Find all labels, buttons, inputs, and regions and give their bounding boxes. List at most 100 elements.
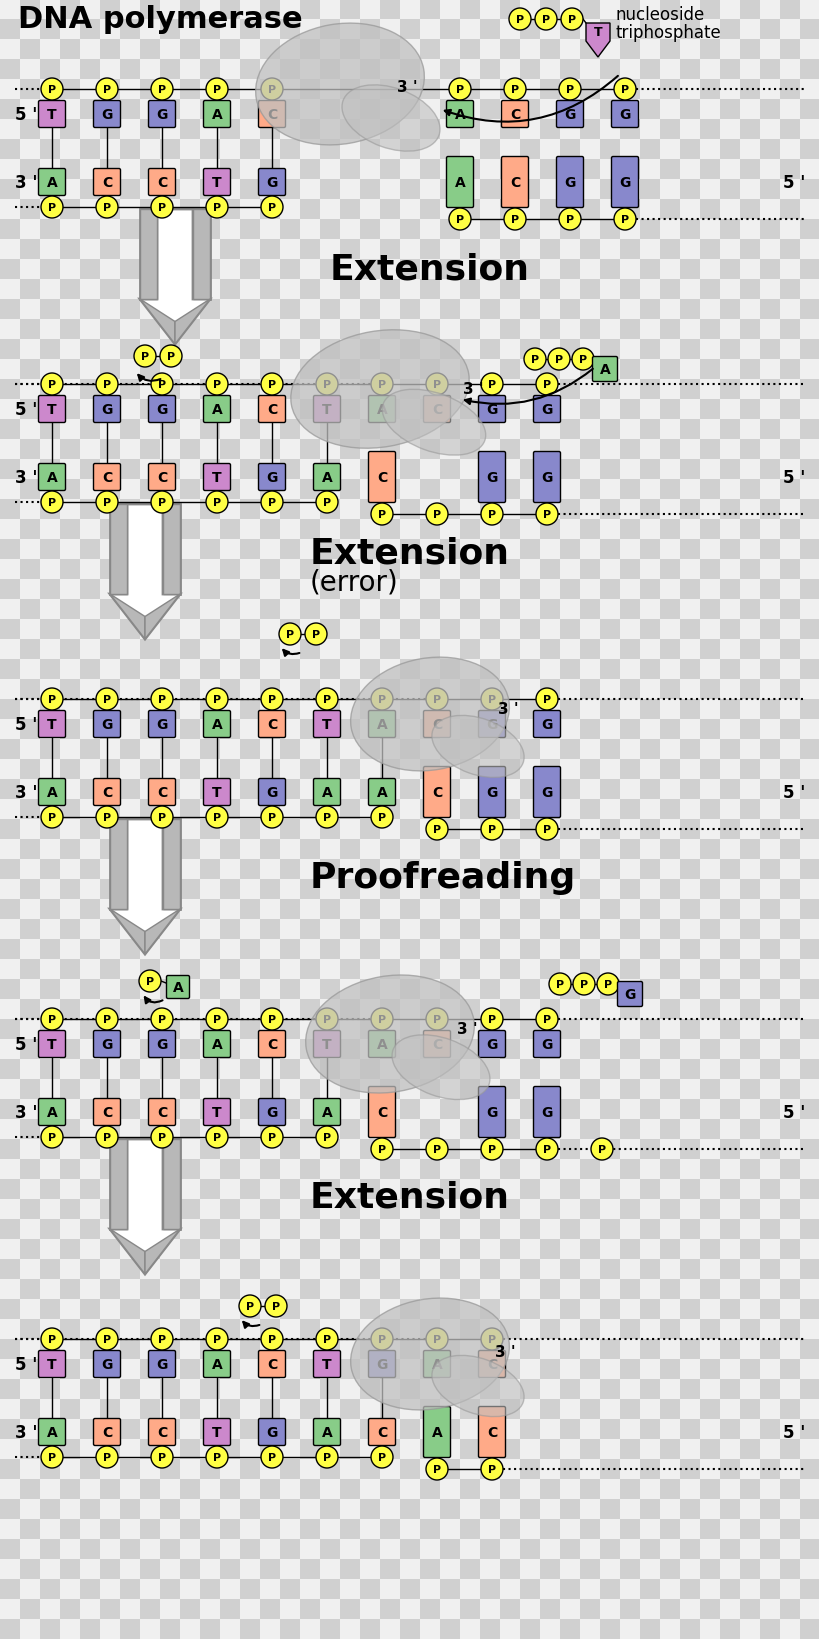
Bar [540,600,559,620]
Bar [60,300,80,320]
Bar [779,500,799,520]
Bar [200,239,219,261]
Text: C: C [266,1357,277,1372]
Bar [219,1159,240,1180]
Text: P: P [103,1334,111,1344]
Bar [519,1478,540,1500]
Bar [219,1039,240,1059]
Bar [639,480,659,500]
Text: (error): (error) [310,567,398,595]
Bar [60,639,80,659]
Bar [140,300,160,320]
FancyBboxPatch shape [478,1406,505,1457]
Bar [100,1100,120,1119]
Bar [600,1359,619,1378]
Bar [240,280,260,300]
Bar [0,61,20,80]
Bar [400,361,419,380]
Bar [100,580,120,600]
Circle shape [370,1008,392,1031]
Bar [600,459,619,480]
Circle shape [536,818,557,841]
Bar [360,900,379,919]
Bar [240,1080,260,1100]
Bar [739,1080,759,1100]
Bar [279,1578,300,1600]
Bar [219,1139,240,1159]
Bar [579,780,600,800]
Bar [799,480,819,500]
Bar [419,1300,440,1319]
Bar [639,1159,659,1180]
Bar [40,1339,60,1359]
Bar [279,919,300,939]
Bar [459,1578,479,1600]
Bar [639,280,659,300]
Bar [639,680,659,700]
Bar [679,1519,699,1539]
Bar [540,280,559,300]
Bar [240,739,260,759]
Bar [20,139,40,161]
Bar [659,320,679,339]
Bar [600,1039,619,1059]
Bar [180,239,200,261]
Bar [200,61,219,80]
Bar [559,1300,579,1319]
Bar [779,400,799,420]
Bar [440,1500,459,1519]
Bar [319,919,340,939]
Bar [240,639,260,659]
Bar [679,500,699,520]
Bar [519,1159,540,1180]
Bar [80,1478,100,1500]
Bar [459,20,479,39]
Bar [600,480,619,500]
Bar [799,1478,819,1500]
Bar [579,800,600,820]
Bar [300,1278,319,1300]
Bar [579,261,600,280]
Bar [559,139,579,161]
Bar [180,559,200,580]
Bar [180,659,200,680]
Bar [400,859,419,880]
Bar [279,720,300,739]
Bar [679,1039,699,1059]
Bar [300,120,319,139]
Circle shape [160,346,182,367]
Bar [659,1359,679,1378]
Bar [699,720,719,739]
Bar [400,320,419,339]
Bar [219,1300,240,1319]
Bar [240,539,260,559]
Bar [120,1300,140,1319]
Bar [20,580,40,600]
Text: P: P [541,15,550,25]
Bar [180,100,200,120]
Bar [440,1459,459,1478]
Bar [200,959,219,980]
Bar [500,1500,519,1519]
Bar [540,639,559,659]
Bar [0,1519,20,1539]
Bar [759,1039,779,1059]
Bar [100,1259,120,1278]
Bar [559,1100,579,1119]
Bar [200,859,219,880]
Bar [340,261,360,280]
Bar [379,1400,400,1419]
Bar [799,820,819,839]
Bar [340,1119,360,1139]
Text: C: C [432,403,441,416]
Bar [340,739,360,759]
Bar [160,1180,180,1200]
Circle shape [504,79,525,102]
Bar [140,980,160,1000]
Bar [519,1359,540,1378]
Bar [240,959,260,980]
Bar [100,1180,120,1200]
Bar [699,339,719,361]
Circle shape [481,503,502,526]
Bar [200,480,219,500]
